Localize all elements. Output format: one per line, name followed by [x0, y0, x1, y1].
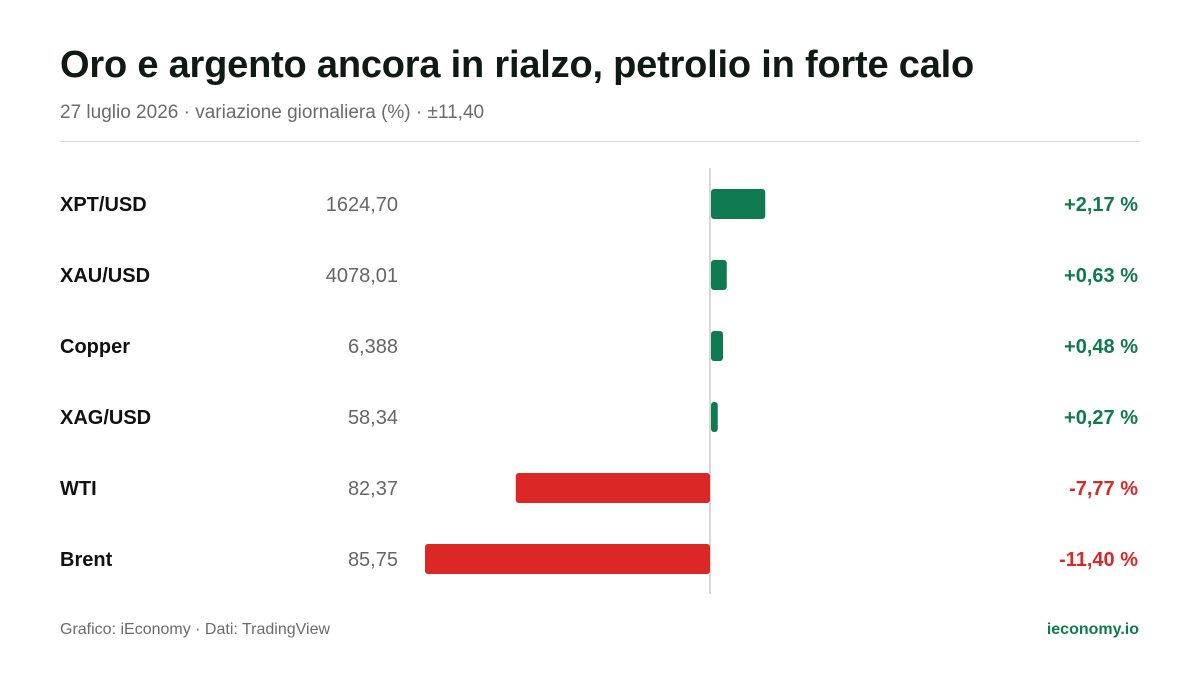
chart-subtitle: 27 luglio 2026 · variazione giornaliera …	[60, 102, 485, 123]
change-label: +0,27 %	[1064, 407, 1138, 429]
price-value: 4078,01	[326, 265, 398, 287]
price-value: 6,388	[348, 336, 398, 358]
price-value: 58,34	[348, 407, 398, 429]
bar	[515, 473, 710, 503]
bar	[711, 402, 718, 432]
change-label: +0,48 %	[1064, 336, 1138, 358]
change-label: -11,40 %	[1059, 549, 1138, 571]
change-label: -7,77 %	[1069, 478, 1138, 500]
source-credit: Grafico: iEconomy · Dati: TradingView	[60, 621, 331, 638]
category-label: Brent	[60, 549, 113, 571]
bar	[711, 189, 766, 219]
category-label: XAG/USD	[60, 407, 151, 429]
category-label: XAU/USD	[60, 265, 150, 287]
price-value: 82,37	[348, 478, 398, 500]
bar	[425, 544, 710, 574]
change-label: +0,63 %	[1064, 265, 1138, 287]
header-divider	[60, 141, 1140, 142]
change-label: +2,17 %	[1064, 194, 1138, 216]
price-value: 85,75	[348, 549, 398, 571]
category-label: XPT/USD	[60, 194, 147, 216]
bar	[711, 331, 723, 361]
category-label: WTI	[60, 478, 97, 500]
price-value: 1624,70	[326, 194, 398, 216]
category-label: Copper	[60, 336, 130, 358]
brand-link[interactable]: ieconomy.io	[1046, 621, 1139, 638]
bar	[711, 260, 727, 290]
chart-title: Oro e argento ancora in rialzo, petrolio…	[60, 44, 975, 86]
